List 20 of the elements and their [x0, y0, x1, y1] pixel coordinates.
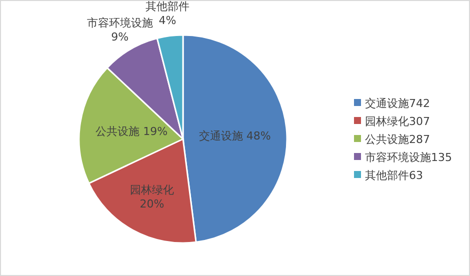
slice-label: 其他部件 [145, 0, 190, 13]
legend-label: 公共设施 [365, 133, 409, 146]
text: 742 [409, 97, 430, 110]
text: 135 [431, 151, 452, 164]
data-label: 20% [140, 198, 164, 211]
slice-label: 市容环境设施 [86, 16, 153, 30]
legend-label: 市容环境设施 [365, 151, 431, 164]
legend-label: 其他部件 [365, 169, 409, 182]
legend-label: 交通设施 [365, 97, 409, 110]
slice-label: 公共设施 [96, 124, 144, 138]
text: 307 [409, 115, 430, 128]
data-label: 48% [246, 130, 271, 143]
data-label: 9% [111, 30, 129, 44]
slice-label: 交通设施 [198, 130, 246, 143]
data-label: 19% [143, 124, 168, 138]
text: 287 [409, 133, 430, 146]
text: 63 [409, 169, 423, 182]
legend-label: 园林绿化 [365, 115, 409, 128]
slice-label: 园林绿化 [130, 184, 174, 197]
data-label: 4% [158, 14, 176, 27]
